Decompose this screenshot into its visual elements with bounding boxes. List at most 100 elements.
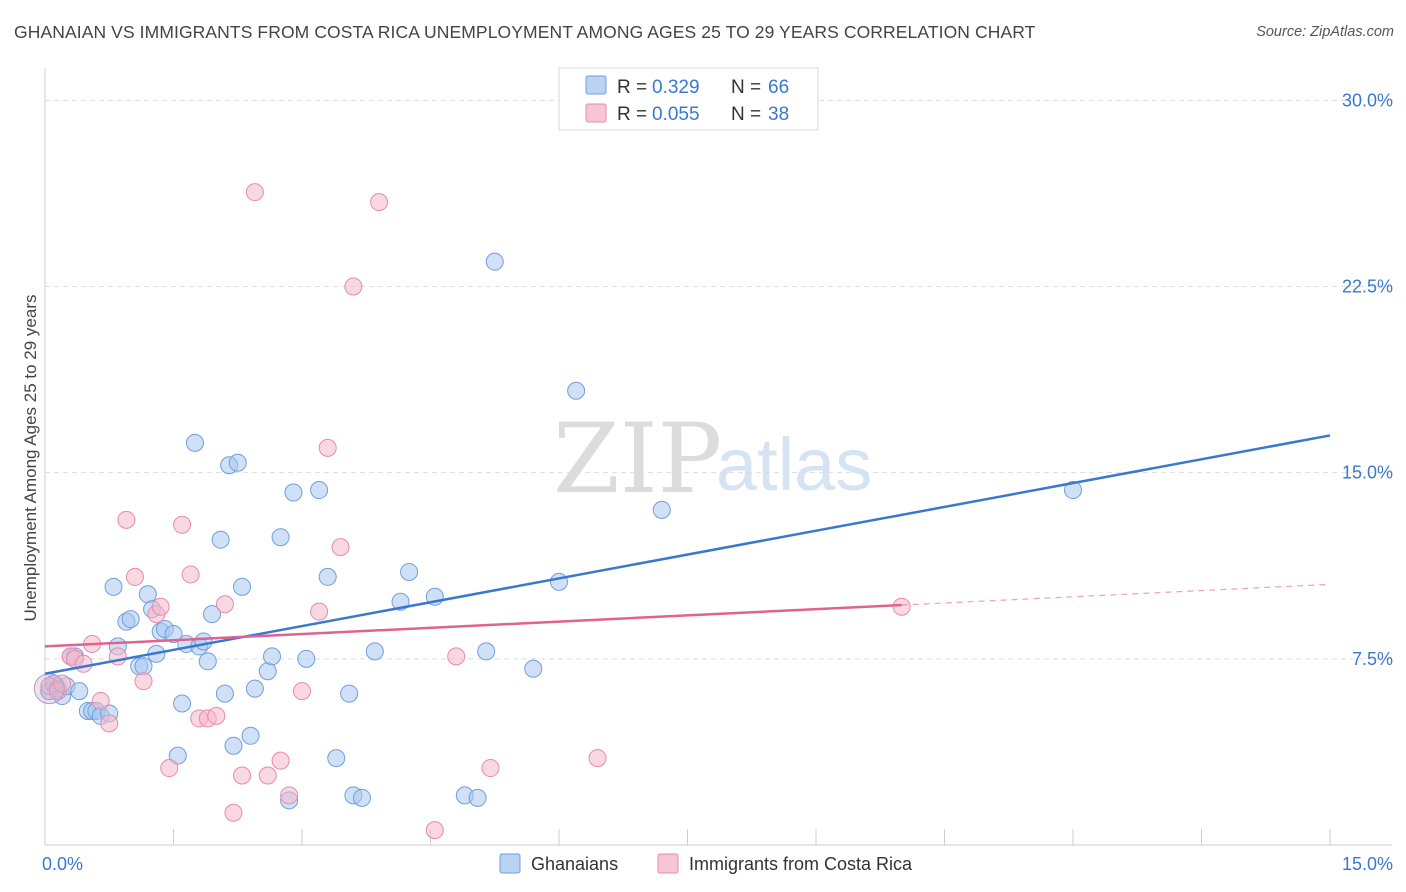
point-ghanaians-65 <box>1064 481 1082 500</box>
y-tick-label-2: 22.5% <box>1342 277 1393 297</box>
bottom-legend-ghanaians: Ghanaians <box>531 854 618 874</box>
legend-r-label-1: R = <box>617 77 647 98</box>
y-tick-label-3: 30.0% <box>1342 90 1393 110</box>
y-tick-label-0: 7.5% <box>1352 649 1393 669</box>
trend-line-costa-rica <box>44 603 902 648</box>
bottom-legend-costa-rica: Immigrants from Costa Rica <box>689 854 913 874</box>
correlation-legend: R = 0.329 N = 66 R = 0.055 N = 38 <box>558 67 819 131</box>
source-credit: Source: ZipAtlas.com <box>1256 24 1394 40</box>
point-ghanaians-47 <box>310 481 329 500</box>
point-ghanaians-39 <box>241 726 260 745</box>
point-ghanaians-61 <box>524 659 543 678</box>
point-costa-rica-33 <box>370 193 389 212</box>
point-costa-rica-38 <box>892 597 911 616</box>
point-ghanaians-37 <box>224 736 243 755</box>
point-ghanaians-58 <box>468 788 487 807</box>
point-ghanaians-13 <box>104 577 123 596</box>
point-ghanaians-55 <box>400 562 419 581</box>
point-ghanaians-50 <box>340 684 359 703</box>
point-ghanaians-62 <box>550 572 568 591</box>
point-ghanaians-60 <box>485 252 504 271</box>
legend-n-value-2: 38 <box>768 104 789 125</box>
point-costa-rica-8 <box>100 714 119 733</box>
point-ghanaians-59 <box>477 642 496 661</box>
point-ghanaians-31 <box>198 652 217 671</box>
trend-line-extension-costa-rica <box>901 583 1331 606</box>
point-ghanaians-43 <box>271 528 290 547</box>
legend-swatch-pink <box>585 103 607 123</box>
x-tick-label-1: 15.0% <box>1342 854 1393 874</box>
point-costa-rica-35 <box>447 647 466 666</box>
point-costa-rica-5 <box>74 654 93 673</box>
bottom-legend-swatch-blue <box>499 853 521 874</box>
series-costa-rica-points <box>33 183 911 840</box>
legend-swatch-blue <box>585 75 607 95</box>
point-costa-rica-25 <box>258 766 277 785</box>
point-costa-rica-34 <box>425 821 444 840</box>
point-ghanaians-7 <box>70 682 89 701</box>
point-costa-rica-21 <box>215 595 234 614</box>
legend-n-value-1: 66 <box>768 77 789 98</box>
point-costa-rica-32 <box>344 277 363 296</box>
legend-n-label-2: N = <box>731 104 761 125</box>
point-costa-rica-37 <box>588 749 607 768</box>
point-ghanaians-25 <box>168 746 187 765</box>
point-costa-rica-22 <box>224 803 243 822</box>
point-ghanaians-49 <box>327 749 346 768</box>
bottom-legend-swatch-pink <box>657 853 679 874</box>
watermark-atlas: atlas <box>716 423 872 506</box>
point-costa-rica-26 <box>271 751 290 770</box>
point-ghanaians-16 <box>121 610 140 629</box>
point-ghanaians-52 <box>352 788 371 807</box>
point-ghanaians-40 <box>245 679 264 698</box>
point-costa-rica-29 <box>310 602 329 621</box>
point-ghanaians-28 <box>185 433 204 452</box>
point-costa-rica-17 <box>181 565 200 584</box>
point-costa-rica-12 <box>134 672 153 691</box>
point-ghanaians-64 <box>652 500 671 519</box>
axes <box>44 68 1392 846</box>
legend-n-label-1: N = <box>731 77 761 98</box>
point-costa-rica-11 <box>125 567 144 586</box>
y-axis-label: Unemployment Among Ages 25 to 29 years <box>21 295 40 622</box>
gridlines <box>45 99 1392 660</box>
point-costa-rica-10 <box>117 510 136 529</box>
x-tick-label-0: 0.0% <box>42 854 83 874</box>
point-costa-rica-27 <box>280 786 299 805</box>
legend-r-label-2: R = <box>617 104 647 125</box>
point-ghanaians-33 <box>211 530 230 549</box>
point-costa-rica-20 <box>207 706 226 725</box>
point-costa-rica-7 <box>91 692 110 711</box>
point-ghanaians-42 <box>263 647 282 666</box>
point-ghanaians-26 <box>173 694 192 713</box>
point-ghanaians-41 <box>258 662 277 681</box>
point-ghanaians-32 <box>203 605 222 624</box>
chart-title: GHANAIAN VS IMMIGRANTS FROM COSTA RICA U… <box>14 22 1036 42</box>
point-costa-rica-28 <box>293 682 311 701</box>
point-costa-rica-15 <box>160 759 179 778</box>
series-legend: Ghanaians Immigrants from Costa Rica <box>499 853 913 874</box>
point-ghanaians-48 <box>318 567 337 586</box>
point-ghanaians-46 <box>297 649 316 668</box>
point-costa-rica-30 <box>318 438 337 457</box>
legend-r-value-1: 0.329 <box>652 77 700 98</box>
point-costa-rica-16 <box>173 515 192 534</box>
point-ghanaians-45 <box>284 483 303 502</box>
y-tick-label-1: 15.0% <box>1342 463 1393 483</box>
point-ghanaians-63 <box>567 381 586 400</box>
point-ghanaians-34 <box>215 684 234 703</box>
point-ghanaians-36 <box>228 453 247 472</box>
trend-lines <box>44 434 1331 675</box>
point-ghanaians-24 <box>164 625 183 644</box>
point-costa-rica-36 <box>481 759 500 778</box>
point-ghanaians-30 <box>194 632 213 651</box>
trend-line-ghanaians <box>44 434 1331 675</box>
legend-r-value-2: 0.055 <box>652 104 700 125</box>
point-costa-rica-23 <box>233 766 252 785</box>
point-ghanaians-19 <box>138 585 157 604</box>
point-costa-rica-2 <box>53 674 72 693</box>
tick-labels: 7.5% 15.0% 22.5% 30.0% 0.0% 15.0% <box>42 90 1393 874</box>
point-costa-rica-14 <box>151 597 170 616</box>
point-cluster-origin <box>33 673 65 705</box>
